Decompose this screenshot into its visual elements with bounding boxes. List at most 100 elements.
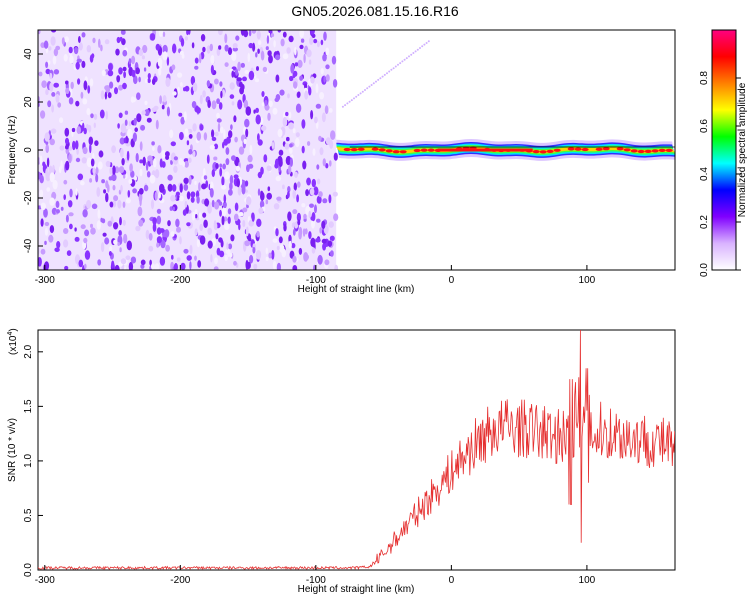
noise-blob: [311, 219, 315, 229]
noise-blob: [235, 165, 241, 172]
noise-blob: [246, 196, 252, 206]
noise-blob: [198, 182, 201, 192]
noise-blob: [202, 46, 206, 53]
noise-blob: [257, 139, 263, 146]
trace-dot: [366, 87, 369, 90]
noise-blob: [158, 67, 162, 76]
noise-blob: [120, 184, 123, 193]
noise-blob: [75, 140, 79, 150]
noise-blob: [309, 36, 314, 46]
noise-blob: [328, 221, 334, 228]
spectrogram-xtick-label: -100: [306, 275, 326, 286]
noise-blob: [281, 248, 287, 258]
noise-blob: [287, 93, 290, 99]
noise-blob: [198, 53, 202, 64]
trace-dot: [346, 102, 349, 105]
noise-blob: [245, 259, 249, 270]
noise-blob: [138, 76, 141, 83]
noise-blob: [188, 134, 193, 139]
noise-blob: [312, 148, 316, 156]
noise-blob: [211, 136, 217, 142]
noise-blob: [139, 197, 142, 207]
noise-blob: [68, 46, 73, 54]
noise-blob: [222, 163, 227, 170]
noise-blob: [178, 112, 183, 117]
noise-blob: [307, 141, 311, 146]
noise-blob: [319, 92, 325, 100]
noise-blob: [89, 54, 94, 63]
snr-scale-base: (x10: [8, 335, 19, 355]
noise-blob: [197, 260, 202, 268]
noise-blob: [228, 130, 233, 139]
noise-blob: [275, 74, 280, 83]
noise-blob: [117, 123, 120, 129]
noise-blob: [81, 60, 86, 68]
noise-blob: [218, 102, 223, 110]
noise-blob: [135, 152, 139, 163]
noise-blob: [279, 89, 285, 96]
noise-blob: [83, 237, 88, 244]
noise-blob: [94, 140, 99, 147]
noise-blob: [191, 101, 197, 109]
noise-blob: [199, 223, 203, 232]
trace-dot: [408, 55, 410, 58]
noise-blob: [192, 123, 197, 132]
noise-blob: [118, 67, 123, 75]
noise-blob: [179, 183, 183, 193]
noise-blob: [144, 78, 148, 84]
colorbar-ticks: 0.0 0.2 0.4 0.6 0.8: [699, 71, 741, 277]
noise-blob: [288, 234, 292, 243]
noise-blob: [136, 113, 142, 123]
noise-blob: [177, 86, 180, 95]
trace-dot: [397, 63, 399, 66]
snr-xtick-label: -300: [35, 575, 55, 586]
noise-blob: [256, 230, 260, 238]
noise-blob: [188, 175, 192, 185]
noise-blob: [55, 45, 61, 51]
noise-blob: [147, 155, 153, 162]
noise-blob: [231, 101, 235, 106]
noise-blob: [56, 209, 60, 214]
noise-blob: [120, 30, 126, 35]
noise-blob: [209, 144, 215, 150]
noise-blob: [67, 200, 73, 208]
noise-blob: [83, 80, 88, 91]
noise-blob: [146, 171, 151, 178]
noise-blob: [314, 116, 318, 124]
noise-blob: [266, 35, 270, 44]
noise-blob: [74, 227, 77, 232]
noise-blob: [218, 237, 223, 243]
trace-dot: [368, 85, 371, 88]
noise-blob: [129, 163, 133, 173]
noise-blob: [238, 81, 243, 88]
noise-blob: [244, 240, 250, 247]
noise-blob: [116, 75, 121, 83]
noise-blob: [75, 157, 81, 163]
noise-blob: [321, 112, 326, 123]
noise-blob: [155, 43, 160, 51]
noise-blob: [268, 252, 272, 259]
noise-blob: [140, 264, 145, 269]
snr-y-axis: 0.0 0.5 1.0 1.5 2.0: [23, 344, 43, 577]
trace-dot: [372, 82, 375, 85]
noise-blob: [53, 48, 59, 57]
noise-blob: [44, 227, 49, 236]
noise-blob: [153, 105, 159, 111]
snr-ytick-label: 0.5: [23, 508, 34, 522]
noise-blob: [278, 158, 283, 167]
noise-blob: [315, 238, 321, 243]
trace-dot: [390, 68, 393, 71]
trace-dot: [401, 60, 404, 63]
noise-blob: [152, 222, 157, 232]
noise-blob: [288, 111, 292, 119]
noise-blob: [194, 57, 199, 64]
noise-blob: [332, 79, 338, 88]
noise-blob: [172, 206, 175, 211]
noise-blob: [292, 265, 298, 270]
noise-blob: [39, 265, 44, 270]
noise-blob: [120, 258, 127, 265]
noise-blob: [227, 208, 232, 215]
noise-blob: [157, 57, 163, 67]
noise-blob: [288, 122, 294, 130]
noise-blob: [260, 50, 265, 61]
